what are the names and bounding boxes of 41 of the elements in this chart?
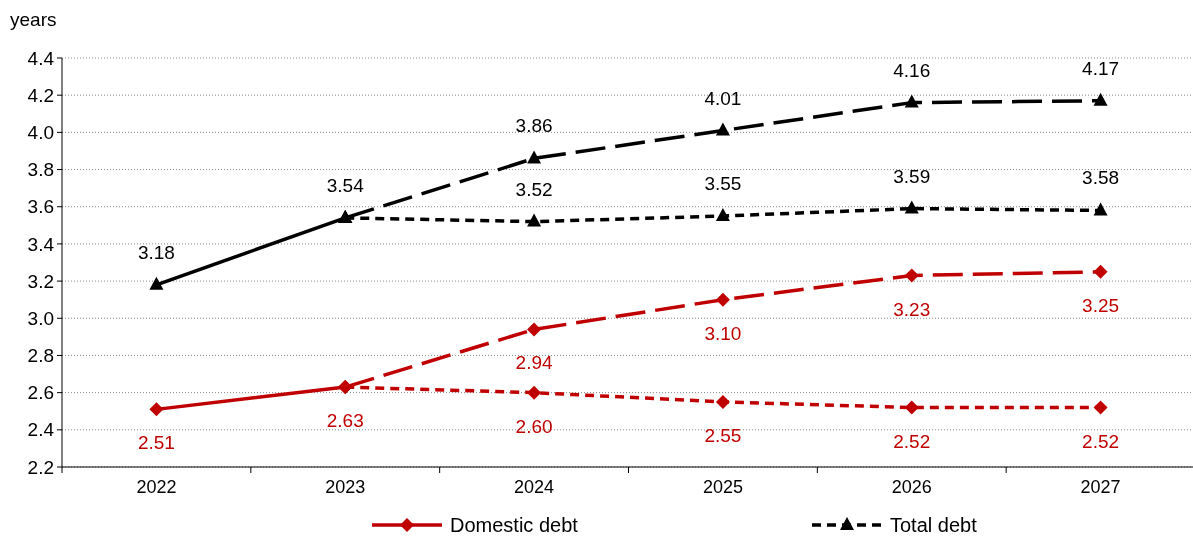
- x-tick-label: 2022: [136, 477, 177, 497]
- data-label: 3.18: [137, 241, 175, 263]
- data-label: 2.60: [515, 415, 553, 437]
- data-label: 3.52: [515, 178, 553, 200]
- y-tick-label: 3.6: [27, 196, 54, 218]
- data-label: 4.17: [1082, 57, 1120, 79]
- x-tick-label: 2027: [1080, 477, 1121, 497]
- y-tick-label: 3.8: [27, 159, 54, 181]
- data-label: 3.55: [704, 173, 742, 195]
- data-label: 3.86: [515, 115, 553, 137]
- data-label: 2.55: [704, 424, 742, 446]
- y-tick-label: 4.4: [27, 47, 55, 69]
- data-label: 4.01: [704, 87, 742, 109]
- data-label: 3.59: [893, 165, 931, 187]
- y-tick-label: 3.4: [27, 233, 55, 255]
- y-tick-label: 2.6: [27, 382, 54, 404]
- y-tick-label: 3.2: [27, 270, 54, 292]
- y-axis-title: years: [10, 9, 57, 30]
- y-tick-label: 2.2: [27, 456, 54, 478]
- x-tick-label: 2026: [891, 477, 932, 497]
- y-tick-label: 4.2: [27, 84, 54, 106]
- data-label: 3.58: [1082, 167, 1120, 189]
- data-label: 2.63: [326, 410, 364, 432]
- data-label: 3.54: [326, 174, 365, 196]
- y-tick-label: 4.0: [27, 122, 54, 144]
- data-label: 4.16: [893, 59, 931, 81]
- legend-label: Domestic debt: [450, 514, 579, 536]
- y-tick-label: 2.4: [27, 419, 55, 441]
- x-tick-label: 2025: [702, 477, 743, 497]
- y-tick-label: 2.8: [27, 345, 54, 367]
- data-label: 3.10: [704, 322, 742, 344]
- data-label: 2.52: [1082, 430, 1120, 452]
- x-tick-label: 2023: [325, 477, 366, 497]
- data-label: 3.23: [893, 298, 931, 320]
- x-tick-label: 2024: [514, 477, 555, 497]
- legend-label: Total debt: [890, 514, 978, 536]
- y-tick-label: 3.0: [27, 307, 54, 329]
- data-label: 3.25: [1082, 294, 1120, 316]
- data-label: 2.52: [893, 430, 931, 452]
- data-label: 2.51: [137, 432, 175, 454]
- data-label: 2.94: [515, 352, 553, 374]
